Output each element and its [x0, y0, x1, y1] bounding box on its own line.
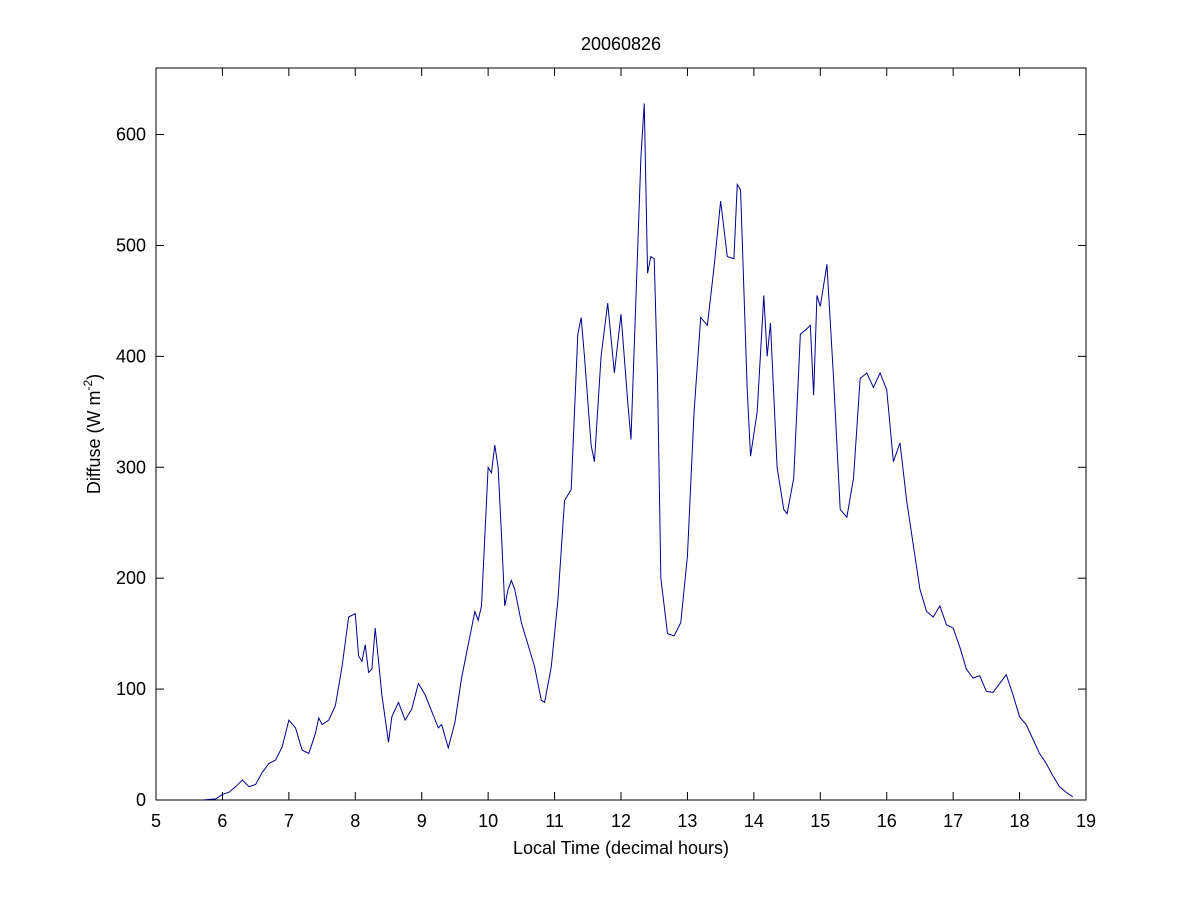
y-label-text: Diffuse (W m — [84, 390, 104, 494]
y-tick-label: 300 — [116, 457, 146, 477]
x-tick-label: 7 — [284, 811, 294, 831]
y-tick-label: 100 — [116, 679, 146, 699]
x-axis-label: Local Time (decimal hours) — [513, 838, 729, 858]
x-tick-label: 16 — [877, 811, 897, 831]
x-tick-label: 11 — [545, 811, 564, 831]
y-label-sup: -2 — [81, 379, 95, 390]
y-label-end: ) — [84, 374, 104, 380]
chart-title: 20060826 — [581, 34, 661, 54]
x-tick-label: 19 — [1076, 811, 1096, 831]
y-tick-label: 200 — [116, 568, 146, 588]
x-tick-label: 15 — [810, 811, 830, 831]
x-tick-label: 10 — [478, 811, 498, 831]
y-tick-label: 500 — [116, 235, 146, 255]
x-tick-label: 12 — [611, 811, 631, 831]
x-tick-label: 5 — [151, 811, 161, 831]
y-tick-label: 0 — [136, 790, 146, 810]
y-axis-label: Diffuse (W m-2) — [81, 374, 104, 494]
x-tick-label: 17 — [943, 811, 963, 831]
x-tick-label: 14 — [744, 811, 764, 831]
plot-area — [155, 67, 1087, 801]
x-tick-label: 9 — [417, 811, 427, 831]
x-tick-label: 6 — [217, 811, 227, 831]
data-line — [202, 103, 1073, 801]
y-tick-label: 400 — [116, 346, 146, 366]
x-tick-label: 8 — [350, 811, 360, 831]
x-tick-label: 18 — [1010, 811, 1030, 831]
y-tick-label: 600 — [116, 125, 146, 145]
x-tick-label: 13 — [677, 811, 697, 831]
